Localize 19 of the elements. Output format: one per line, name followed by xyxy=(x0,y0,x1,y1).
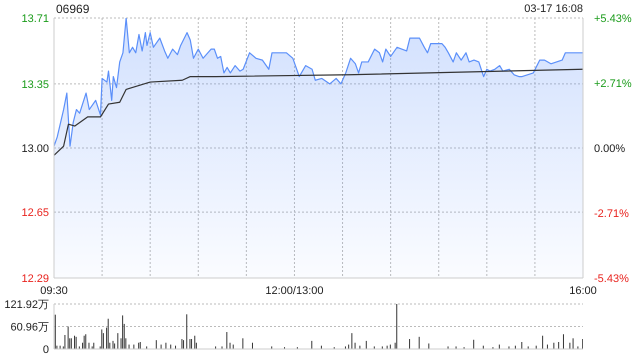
y2-tick-label: +2.71% xyxy=(594,78,632,90)
x-tick-label: 16:00 xyxy=(569,284,597,297)
x-tick-label: 12:00/13:00 xyxy=(265,284,324,297)
y2-tick-label: -2.71% xyxy=(594,208,630,220)
y-tick-label: 121.92万 xyxy=(4,299,49,311)
y-tick-label: 12.65 xyxy=(21,207,49,220)
text: 03-17 16:08 xyxy=(524,3,583,15)
y2-tick-label: 0.00% xyxy=(594,143,626,155)
chart-title: 06969 xyxy=(56,2,90,16)
y-tick-label: 60.96万 xyxy=(10,322,49,334)
x-tick-label: 09:30 xyxy=(40,284,68,297)
y-tick-label: 12.29 xyxy=(21,273,49,285)
y-tick-label: 13.35 xyxy=(21,78,49,91)
line-series xyxy=(54,68,583,156)
y2-tick-label: +5.43% xyxy=(594,13,632,25)
y-tick-label: 0 xyxy=(42,344,49,356)
y-tick-label: 13.71 xyxy=(21,13,49,25)
y2-tick-label: -5.43% xyxy=(594,273,630,285)
y-tick-label: 13.00 xyxy=(21,143,49,155)
